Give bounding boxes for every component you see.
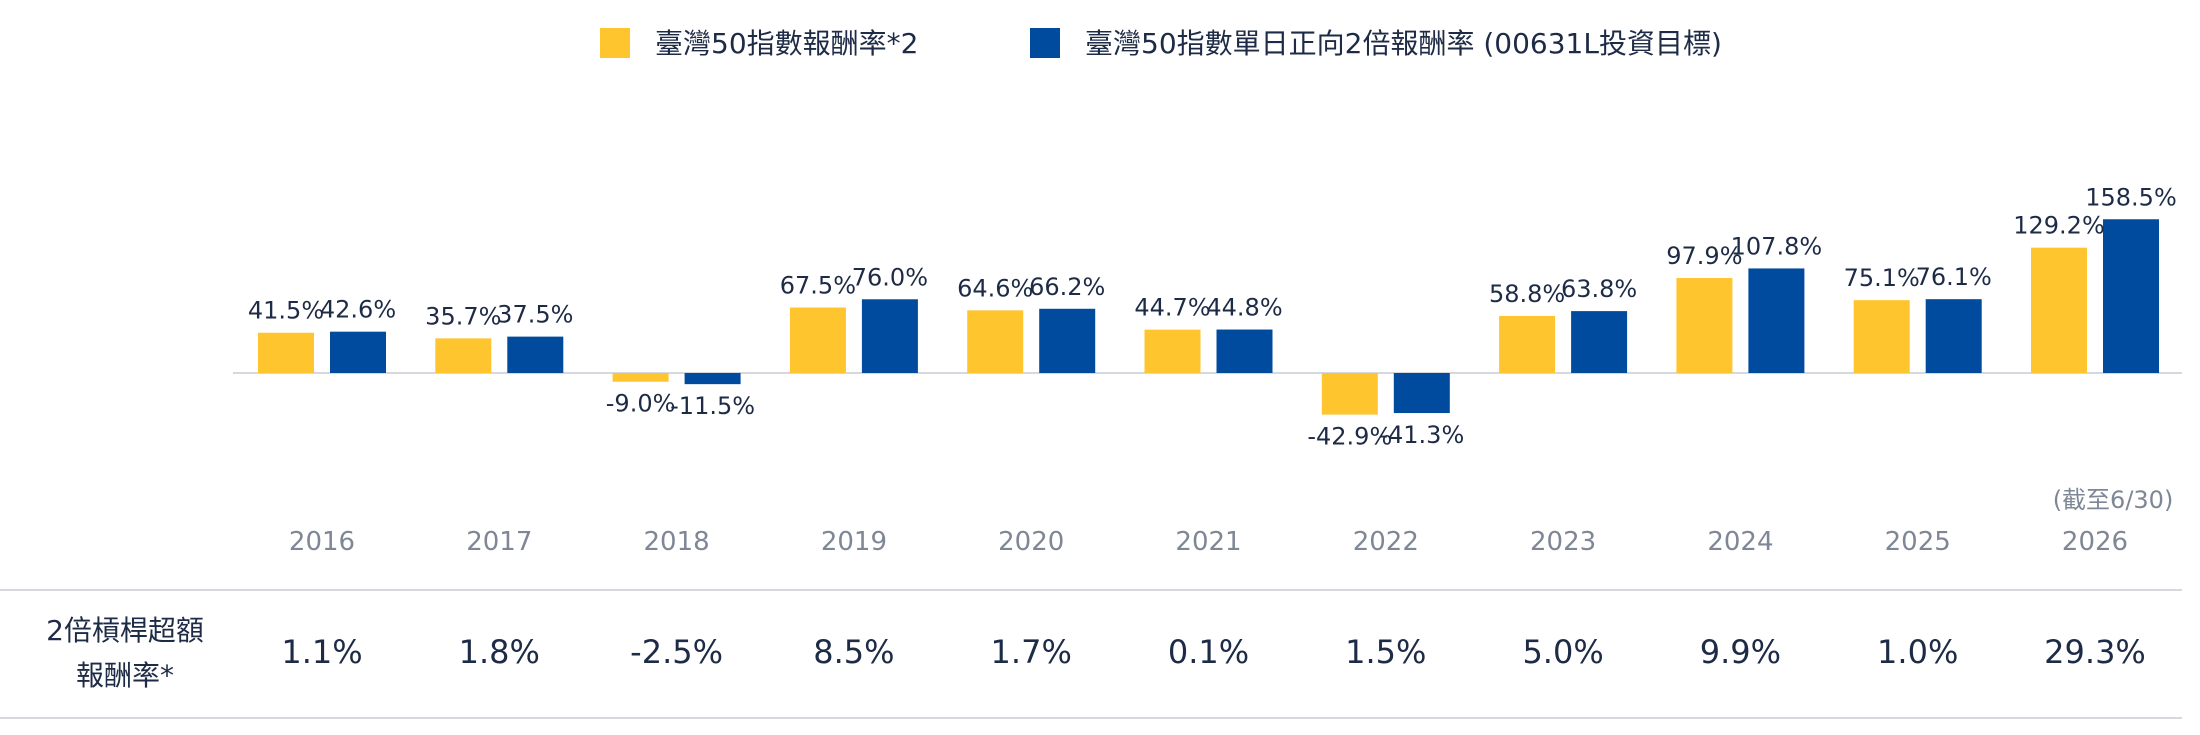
bar-series-b-2023 [1571, 311, 1628, 373]
value-label-series-a-2019: 67.5% [780, 272, 856, 300]
legend: 臺灣50指數報酬率*2 臺灣50指數單日正向2倍報酬率 (00631L投資目標) [600, 27, 1722, 60]
value-label-series-b-2017: 37.5% [497, 301, 573, 329]
x-tick-label-2024: 2024 [1707, 527, 1773, 557]
excess-return-row: 2倍槓桿超額 報酬率* 1.1% 1.8% -2.5% 8.5% 1.7% 0.1% 1.5… [46, 614, 2146, 692]
value-label-series-a-2016: 41.5% [248, 297, 324, 325]
bar-series-a-2021 [1144, 329, 1201, 373]
bar-series-b-2018 [684, 373, 741, 385]
bar-series-b-2019 [861, 299, 918, 373]
x-tick-label-2018: 2018 [644, 527, 710, 557]
bar-series-a-2026 [2031, 247, 2087, 373]
excess-return-2017: 1.8% [459, 633, 540, 671]
row-values: 1.1% 1.8% -2.5% 8.5% 1.7% 0.1% 1.5% 5.0% 9.9% 1.0… [281, 633, 2145, 671]
legend-swatch-series-a [600, 28, 630, 58]
excess-return-2026: 29.3% [2044, 633, 2146, 671]
value-label-series-a-2023: 58.8% [1489, 280, 1565, 308]
excess-return-2020: 1.7% [991, 633, 1072, 671]
excess-return-2019: 8.5% [813, 633, 894, 671]
bar-series-b-2020 [1039, 308, 1096, 373]
value-label-series-b-2021: 44.8% [1206, 294, 1282, 322]
value-label-series-a-2017: 35.7% [425, 302, 501, 330]
value-label-series-b-2019: 76.0% [852, 263, 928, 291]
x-tick-label-2019: 2019 [821, 527, 887, 557]
bar-series-a-2022 [1321, 373, 1378, 415]
value-label-series-b-2016: 42.6% [320, 296, 396, 324]
legend-swatch-series-b [1030, 28, 1060, 58]
legend-label-series-a: 臺灣50指數報酬率*2 [655, 27, 918, 60]
x-tick-label-2021: 2021 [1175, 527, 1241, 557]
bar-series-a-2020 [967, 310, 1024, 373]
x-tick-label-2023: 2023 [1530, 527, 1596, 557]
value-label-series-a-2025: 75.1% [1844, 264, 1920, 292]
bar-series-b-2026 [2103, 219, 2159, 373]
bar-series-b-2024 [1748, 268, 1805, 373]
excess-return-2024: 9.9% [1700, 633, 1781, 671]
legend-label-series-b: 臺灣50指數單日正向2倍報酬率 (00631L投資目標) [1085, 27, 1722, 60]
bar-series-b-2016 [330, 331, 386, 373]
value-label-series-a-2021: 44.7% [1134, 294, 1210, 322]
bar-series-b-2021 [1216, 329, 1273, 373]
value-label-series-a-2026: 129.2% [2013, 212, 2105, 240]
x-tick-label-2022: 2022 [1353, 527, 1419, 557]
bars-layer [258, 219, 2159, 415]
value-label-series-b-2022: -41.3% [1379, 421, 1464, 449]
row-label-line1: 2倍槓桿超額 [46, 614, 204, 647]
value-label-series-b-2018: -11.5% [670, 392, 755, 420]
x-tick-label-2025: 2025 [1885, 527, 1951, 557]
value-label-series-b-2024: 107.8% [1731, 232, 1823, 260]
value-label-series-b-2020: 66.2% [1029, 273, 1105, 301]
bar-series-a-2017 [435, 338, 492, 373]
bar-series-b-2022 [1393, 373, 1450, 414]
bar-series-a-2019 [789, 307, 846, 373]
bar-series-a-2018 [612, 373, 669, 382]
value-label-series-a-2022: -42.9% [1307, 423, 1392, 451]
row-label-line2: 報酬率* [76, 659, 174, 692]
bar-series-a-2023 [1499, 315, 1556, 373]
value-label-series-b-2023: 63.8% [1561, 275, 1637, 303]
x-tick-label-2017: 2017 [466, 527, 532, 557]
x-tick-label-2020: 2020 [998, 527, 1064, 557]
category-note-2026: (截至6/30) [2053, 486, 2174, 514]
bar-series-a-2025 [1853, 300, 1910, 373]
bar-series-b-2025 [1925, 299, 1982, 373]
excess-return-2022: 1.5% [1345, 633, 1426, 671]
x-axis-labels: 2016 2017 2018 2019 2020 2021 2022 2023 2024 2025… [289, 527, 2128, 557]
value-label-series-a-2024: 97.9% [1666, 242, 1742, 270]
excess-return-2016: 1.1% [281, 633, 362, 671]
value-label-series-a-2020: 64.6% [957, 274, 1033, 302]
bar-series-b-2017 [507, 336, 564, 373]
excess-return-2018: -2.5% [630, 633, 723, 671]
excess-return-2021: 0.1% [1168, 633, 1249, 671]
excess-return-2023: 5.0% [1522, 633, 1603, 671]
excess-return-2025: 1.0% [1877, 633, 1958, 671]
bar-series-a-2016 [258, 332, 314, 373]
bar-series-a-2024 [1676, 278, 1733, 373]
x-tick-label-2026: 2026 [2062, 527, 2128, 557]
value-label-series-a-2018: -9.0% [606, 390, 676, 418]
value-label-series-b-2026: 158.5% [2085, 183, 2177, 211]
x-tick-label-2016: 2016 [289, 527, 355, 557]
value-label-series-b-2025: 76.1% [1916, 263, 1992, 291]
value-labels-layer: 41.5%42.6% 35.7%37.5% -9.0%-11.5% 67.5%76.0… [248, 183, 2177, 450]
